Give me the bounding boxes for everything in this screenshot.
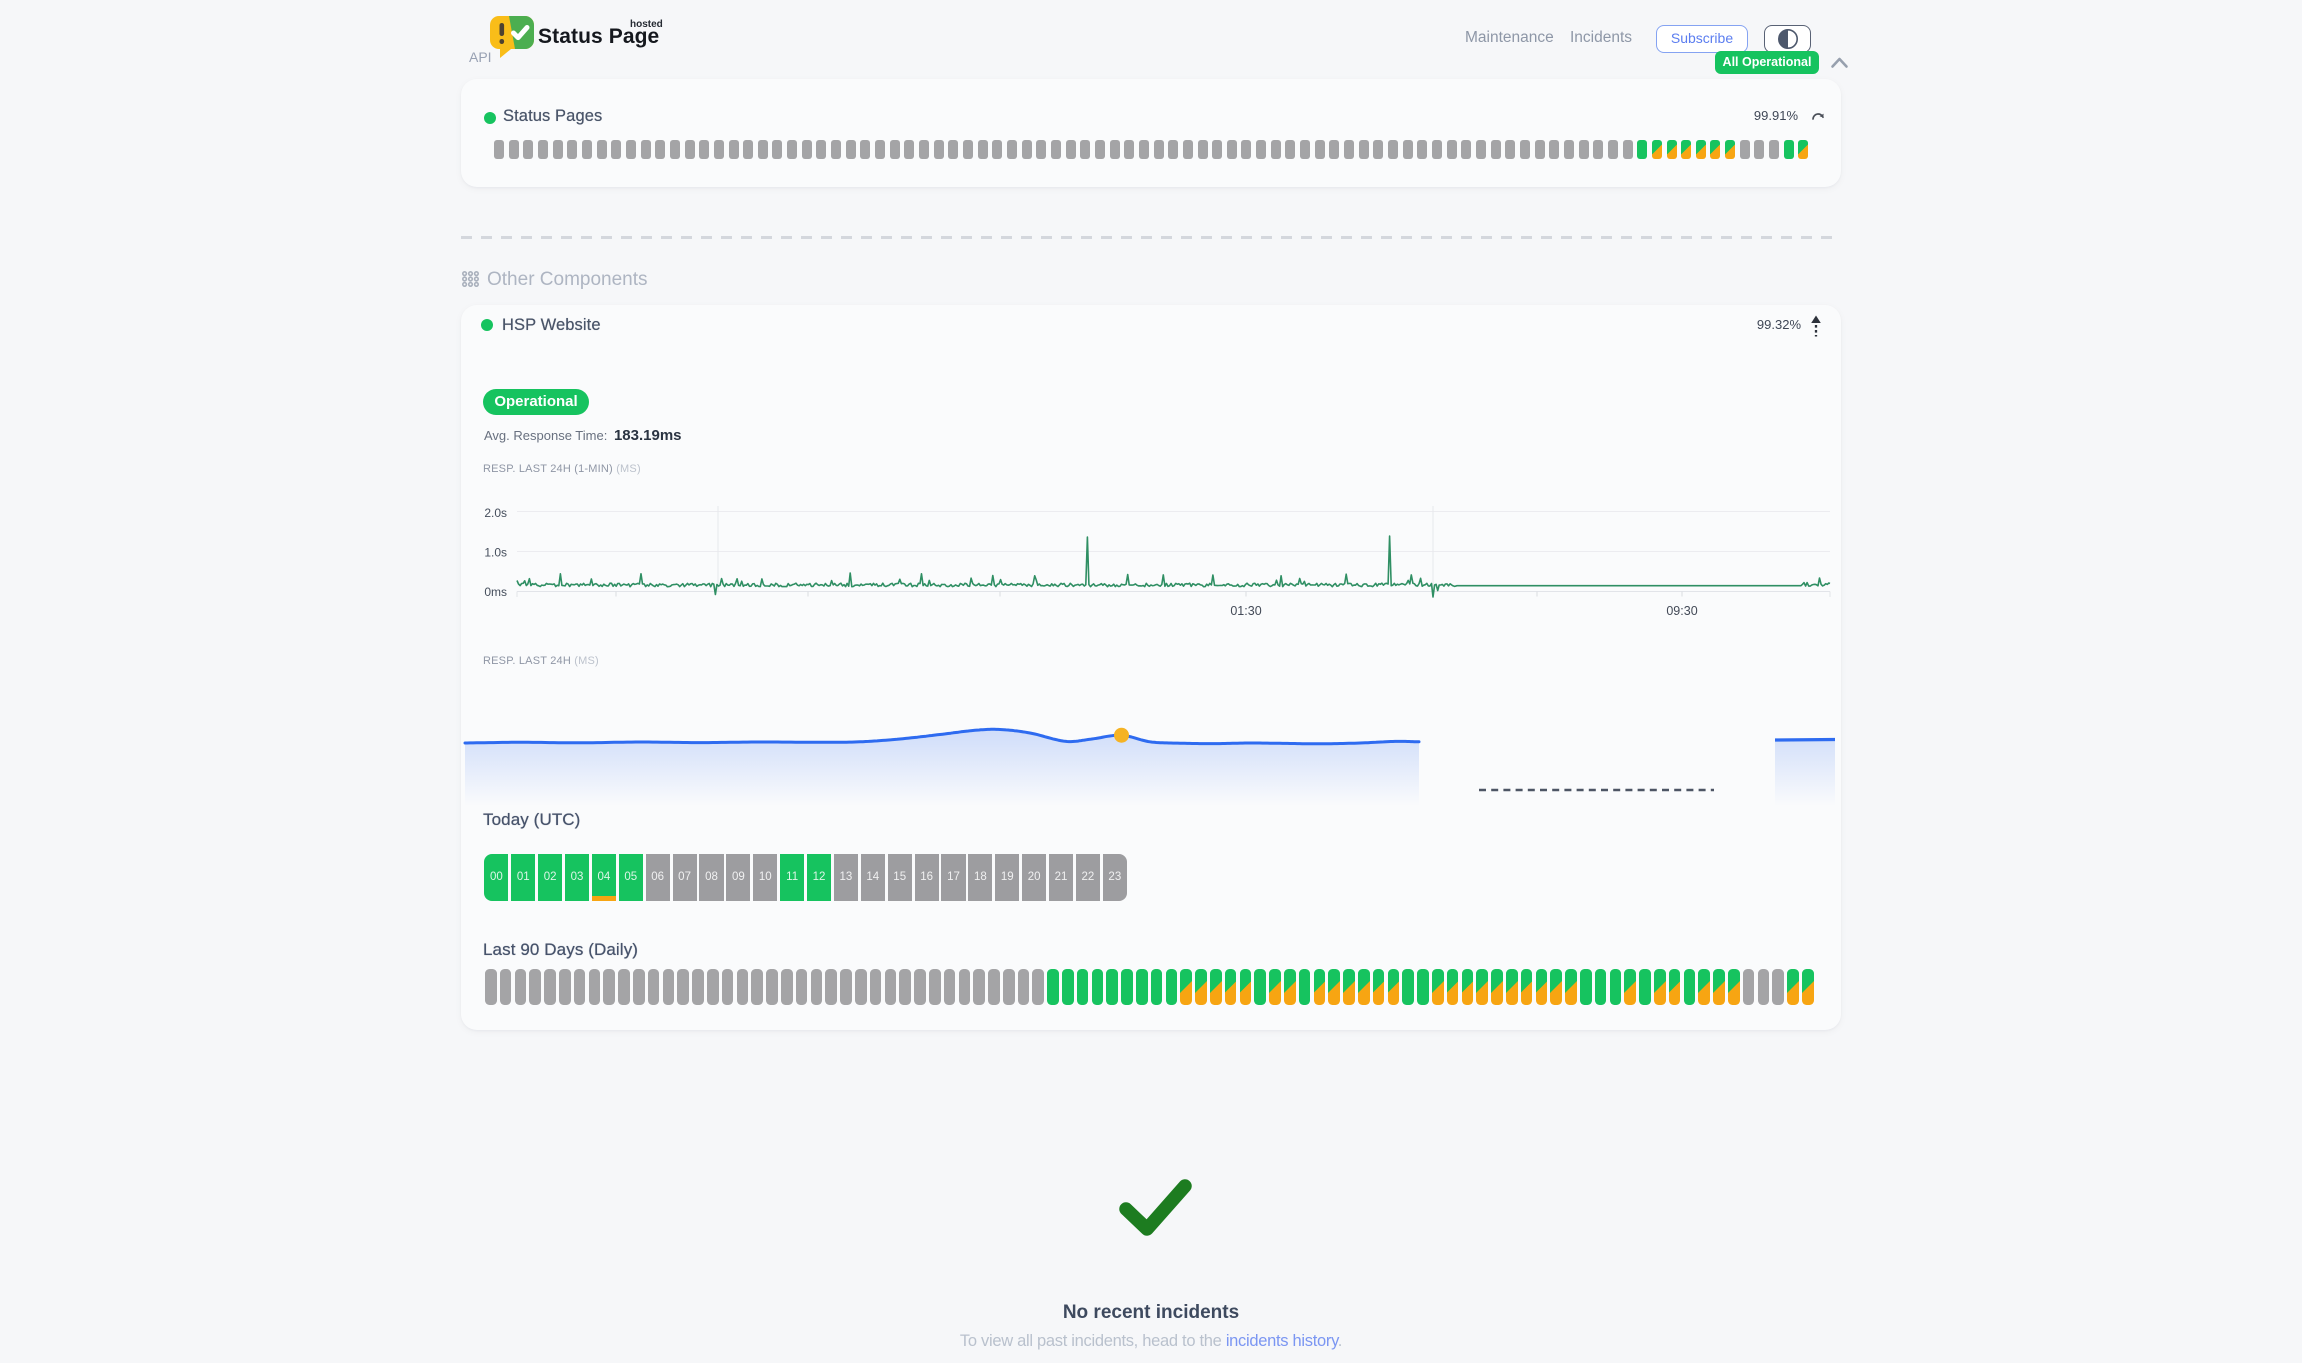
- svg-text:09:30: 09:30: [1666, 604, 1697, 618]
- svg-text:1.0s: 1.0s: [484, 546, 507, 560]
- svg-text:2.0s: 2.0s: [484, 506, 507, 520]
- svg-text:0ms: 0ms: [484, 585, 507, 599]
- svg-text:01:30: 01:30: [1230, 604, 1261, 618]
